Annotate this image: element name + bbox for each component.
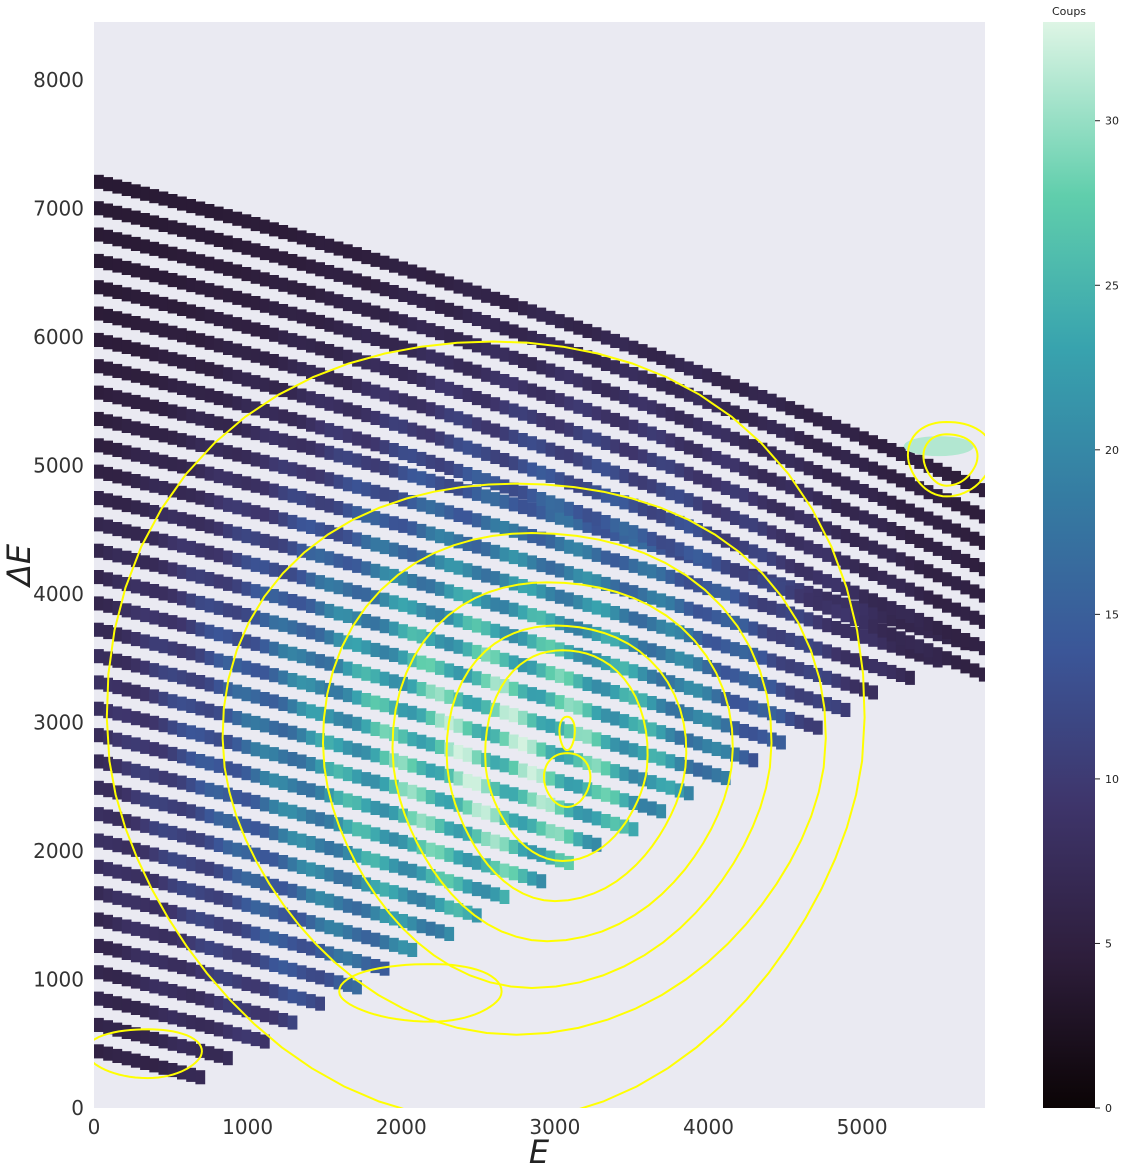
heatmap-band: [94, 438, 915, 685]
heatmap-band: [94, 1017, 233, 1066]
x-tick-label: 4000: [683, 1115, 734, 1139]
contour-line: [391, 581, 734, 943]
x-axis-label: E: [529, 1133, 550, 1171]
colorbar-title: Coups: [1052, 5, 1086, 18]
heatmap-band: [94, 754, 547, 889]
heatmap-band: [94, 227, 985, 550]
x-tick-label: 2000: [376, 1115, 427, 1139]
colorbar-tick-label: 30: [1105, 115, 1119, 128]
heatmap-band: [94, 332, 985, 656]
heatmap-band: [94, 280, 985, 603]
contour-line: [906, 420, 985, 498]
colorbar-tick-label: 5: [1105, 937, 1112, 950]
y-tick-label: 8000: [33, 68, 84, 92]
heatmap-band: [94, 780, 510, 904]
contour-line: [321, 531, 773, 990]
contour-line: [105, 340, 866, 1108]
x-tick-label: 0: [88, 1115, 101, 1139]
heatmap-band: [94, 886, 390, 976]
colorbar-tick-label: 20: [1105, 444, 1119, 457]
colorbar-tick-label: 10: [1105, 773, 1119, 786]
heatmap-band: [94, 174, 985, 498]
heatmap-band: [94, 306, 985, 629]
heatmap-band: [94, 253, 985, 577]
y-tick-label: 3000: [33, 710, 84, 734]
colorbar: [1043, 22, 1095, 1108]
x-axis: 0 1000 2000 3000 4000 5000: [88, 1115, 888, 1139]
heatmap-band: [94, 965, 298, 1030]
contour-line: [94, 1028, 203, 1080]
heatmap-band: [94, 991, 270, 1049]
heatmap-band: [94, 543, 786, 750]
heatmap-band: [94, 596, 731, 786]
y-tick-label: 4000: [33, 582, 84, 606]
heatmap-band: [94, 807, 482, 923]
y-tick-label: 2000: [33, 839, 84, 863]
y-tick-label: 5000: [33, 453, 84, 477]
colorbar-tick-label: 15: [1105, 608, 1119, 621]
x-tick-label: 1000: [222, 1115, 273, 1139]
heatmap-band: [94, 938, 325, 1011]
heatmap-band: [94, 464, 878, 700]
density-contours: [94, 340, 985, 1108]
contour-line: [338, 963, 503, 1023]
heatmap-band: [94, 517, 823, 735]
heatmap-band: [94, 201, 985, 524]
x-tick-label: 3000: [529, 1115, 580, 1139]
heatmap-band: [94, 1044, 206, 1085]
x-tick-label: 5000: [837, 1115, 888, 1139]
y-axis: 0 1000 2000 3000 4000 5000 6000 7000 8000: [33, 68, 84, 1120]
contour-line: [558, 715, 576, 752]
contour-line: [922, 433, 979, 487]
hot-spot: [903, 436, 974, 457]
colorbar-tick-label: 25: [1105, 279, 1119, 292]
y-axis-label: ΔE: [0, 543, 38, 589]
colorbar-tick-label: 0: [1105, 1102, 1112, 1115]
contour-line: [484, 649, 649, 863]
heatmap-band: [94, 359, 985, 682]
heatmap-band: [94, 570, 759, 768]
y-tick-label: 7000: [33, 196, 84, 220]
y-tick-label: 1000: [33, 967, 84, 991]
contour-line: [543, 752, 592, 809]
contour-line: [445, 624, 688, 903]
heatmap-band: [94, 701, 602, 852]
heatmap-band: [94, 859, 418, 957]
y-tick-label: 6000: [33, 325, 84, 349]
contour-line: [221, 482, 827, 1036]
y-tick-label: 0: [71, 1096, 84, 1120]
colorbar-axis: 0 5 10 15 20 25 30: [1095, 115, 1119, 1115]
